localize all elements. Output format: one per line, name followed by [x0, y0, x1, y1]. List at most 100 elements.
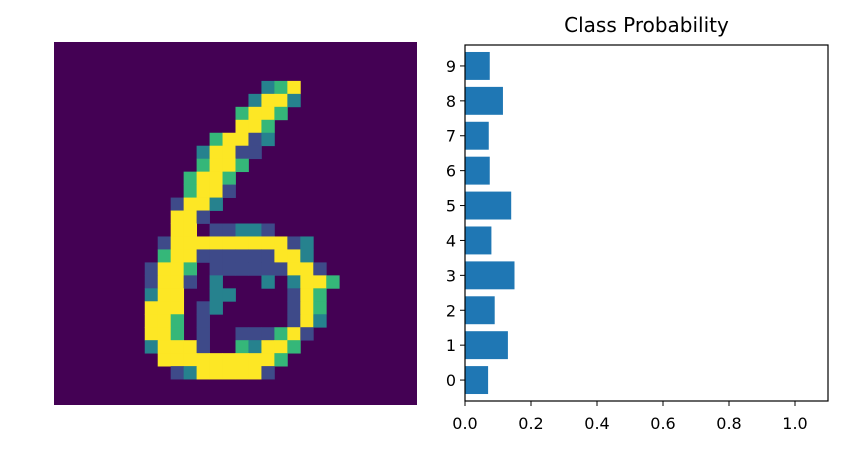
image-pixel	[287, 80, 301, 95]
image-pixel	[222, 236, 236, 250]
y-tick-label: 7	[446, 127, 456, 146]
image-pixel	[157, 327, 172, 341]
image-pixel	[235, 145, 249, 160]
image-pixel	[183, 275, 197, 289]
y-tick-label: 1	[446, 336, 456, 355]
image-pixel	[274, 93, 288, 108]
image-pixel	[235, 223, 249, 237]
image-pixel	[170, 314, 185, 328]
image-pixel	[144, 327, 159, 341]
image-pixel	[144, 340, 159, 354]
image-pixel	[300, 314, 314, 328]
image-pixel	[222, 366, 236, 380]
image-pixel	[209, 288, 223, 302]
image-pixel	[235, 249, 249, 263]
image-pixel	[157, 340, 172, 354]
image-pixel	[157, 262, 172, 276]
image-pixel	[248, 236, 262, 250]
bar-class-4	[465, 226, 492, 255]
image-pixel	[183, 353, 197, 367]
image-pixel	[235, 236, 249, 250]
image-pixel	[313, 314, 327, 328]
image-pixel	[261, 327, 275, 341]
image-pixel	[235, 119, 249, 134]
image-pixel	[209, 366, 223, 380]
image-pixel	[287, 249, 301, 263]
y-tick-label: 8	[446, 92, 456, 111]
image-pixel	[196, 353, 210, 367]
image-pixel	[170, 340, 185, 354]
x-tick-label: 0.8	[716, 414, 741, 433]
image-pixel	[170, 353, 185, 367]
image-pixel	[287, 301, 301, 315]
image-pixel	[209, 249, 223, 263]
image-pixel	[274, 236, 288, 250]
y-tick-label: 9	[446, 57, 456, 76]
image-pixel	[300, 288, 314, 302]
image-pixel	[235, 353, 249, 367]
image-pixel	[144, 301, 159, 315]
y-axis-ticks: 0 1 2 3 4 5 6 7 8 9	[446, 57, 465, 390]
image-pixel	[222, 288, 236, 302]
bar-class-8	[465, 86, 503, 115]
image-pixel	[222, 171, 236, 185]
image-pixel	[196, 210, 210, 224]
image-pixel	[248, 366, 262, 380]
image-pixel	[235, 262, 249, 276]
y-tick-label: 3	[446, 266, 456, 285]
image-pixel	[274, 80, 288, 95]
image-pixel	[183, 366, 197, 380]
image-pixel	[261, 132, 275, 147]
bar-class-9	[465, 51, 490, 80]
image-pixel	[287, 236, 301, 250]
image-pixel	[196, 236, 210, 250]
y-tick-label: 0	[446, 371, 456, 390]
image-pixel	[209, 262, 223, 276]
image-pixel	[313, 262, 327, 276]
x-axis-ticks: 0.0 0.2 0.4 0.6 0.8 1.0	[452, 401, 808, 433]
image-pixel	[300, 327, 314, 341]
image-pixel	[170, 275, 185, 289]
image-pixel	[222, 353, 236, 367]
image-pixel	[300, 262, 314, 276]
image-pixel	[170, 249, 185, 263]
y-tick-label: 2	[446, 301, 456, 320]
image-pixel	[261, 119, 275, 134]
x-tick-label: 1.0	[782, 414, 807, 433]
x-tick-label: 0.4	[584, 414, 609, 433]
image-pixel	[157, 288, 172, 302]
image-pixel	[196, 249, 210, 263]
image-pixel	[235, 132, 249, 147]
axes-frame	[464, 44, 829, 402]
image-pixel	[183, 184, 197, 198]
image-pixel	[170, 223, 185, 237]
image-pixel	[209, 236, 223, 250]
y-tick-label: 4	[446, 231, 456, 250]
y-tick-label: 6	[446, 162, 456, 181]
bar-class-5	[465, 191, 512, 220]
image-pixel	[209, 301, 223, 315]
image-pixel	[261, 223, 275, 237]
image-pixel	[209, 184, 223, 198]
image-pixel	[222, 184, 236, 198]
x-tick-label: 0.2	[518, 414, 543, 433]
image-pixel	[313, 275, 327, 289]
image-pixel	[235, 366, 249, 380]
image-pixel	[222, 262, 236, 276]
image-pixel	[287, 288, 301, 302]
image-pixel	[300, 301, 314, 315]
image-pixel	[209, 158, 223, 173]
image-pixel	[235, 106, 249, 121]
chart-title: Class Probability	[564, 13, 729, 37]
x-tick-label: 0.0	[452, 414, 477, 433]
digit-image-panel	[54, 42, 417, 405]
bar-class-7	[465, 121, 489, 150]
image-pixel	[274, 249, 288, 263]
image-pixel	[157, 275, 172, 289]
image-pixel	[157, 314, 172, 328]
image-pixel	[248, 93, 262, 108]
image-pixel	[196, 171, 210, 185]
image-pixel	[274, 106, 288, 121]
image-pixel	[209, 171, 223, 185]
